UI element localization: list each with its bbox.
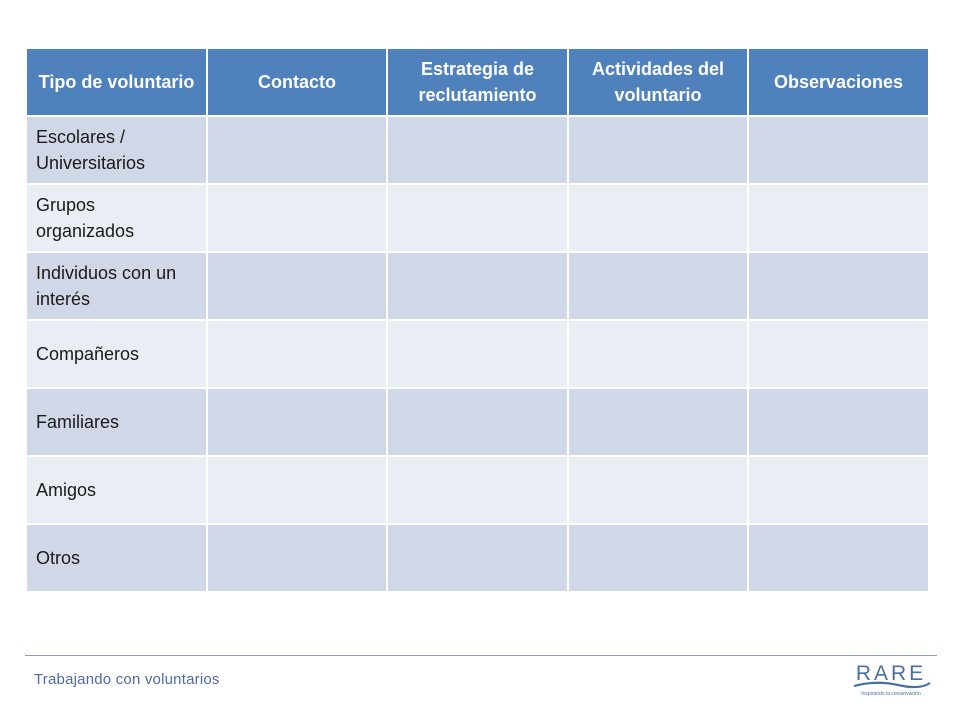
- logo-wave-icon: [853, 681, 931, 689]
- table-row: Amigos: [25, 455, 930, 525]
- table-cell: [747, 183, 930, 253]
- table-row: Grupos organizados: [25, 183, 930, 253]
- table-cell: [567, 115, 749, 185]
- table-row: Otros: [25, 523, 930, 593]
- table-cell: [747, 115, 930, 185]
- volunteer-table: Tipo de voluntario Contacto Estrategia d…: [25, 47, 930, 593]
- table-cell: [206, 251, 388, 321]
- header-estrategia: Estrategia de reclutamiento: [386, 47, 569, 117]
- table-cell: [386, 523, 569, 593]
- table-cell: [386, 115, 569, 185]
- table-cell: [567, 523, 749, 593]
- header-tipo-de-voluntario: Tipo de voluntario: [25, 47, 208, 117]
- row-label: Familiares: [25, 387, 208, 457]
- table-row: Individuos con un interés: [25, 251, 930, 321]
- header-contacto: Contacto: [206, 47, 388, 117]
- table-cell: [747, 319, 930, 389]
- row-label: Compañeros: [25, 319, 208, 389]
- table-cell: [206, 455, 388, 525]
- table-header-row: Tipo de voluntario Contacto Estrategia d…: [25, 47, 930, 117]
- table-cell: [567, 387, 749, 457]
- row-label: Otros: [25, 523, 208, 593]
- table-cell: [567, 319, 749, 389]
- footer-divider: [25, 655, 937, 656]
- table-row: Escolares / Universitarios: [25, 115, 930, 185]
- table-row: Familiares: [25, 387, 930, 457]
- table-cell: [747, 387, 930, 457]
- table-cell: [567, 455, 749, 525]
- table-cell: [747, 455, 930, 525]
- table-row: Compañeros: [25, 319, 930, 389]
- logo-wordmark: RARE: [856, 662, 926, 685]
- table-cell: [386, 251, 569, 321]
- table-cell: [386, 319, 569, 389]
- table-cell: [386, 387, 569, 457]
- row-label: Amigos: [25, 455, 208, 525]
- header-observaciones: Observaciones: [747, 47, 930, 117]
- table-cell: [747, 251, 930, 321]
- footer-title: Trabajando con voluntarios: [34, 671, 220, 688]
- rare-logo: RARE Inspirando la conservación: [853, 662, 931, 697]
- table-cell: [567, 183, 749, 253]
- row-label: Grupos organizados: [25, 183, 208, 253]
- table-cell: [206, 115, 388, 185]
- table-cell: [386, 183, 569, 253]
- table-cell: [206, 183, 388, 253]
- table-cell: [386, 455, 569, 525]
- row-label: Individuos con un interés: [25, 251, 208, 321]
- table-cell: [747, 523, 930, 593]
- logo-tagline: Inspirando la conservación: [861, 691, 921, 697]
- header-actividades: Actividades del voluntario: [567, 47, 749, 117]
- table-cell: [206, 523, 388, 593]
- row-label: Escolares / Universitarios: [25, 115, 208, 185]
- table-cell: [206, 387, 388, 457]
- table-cell: [567, 251, 749, 321]
- table-cell: [206, 319, 388, 389]
